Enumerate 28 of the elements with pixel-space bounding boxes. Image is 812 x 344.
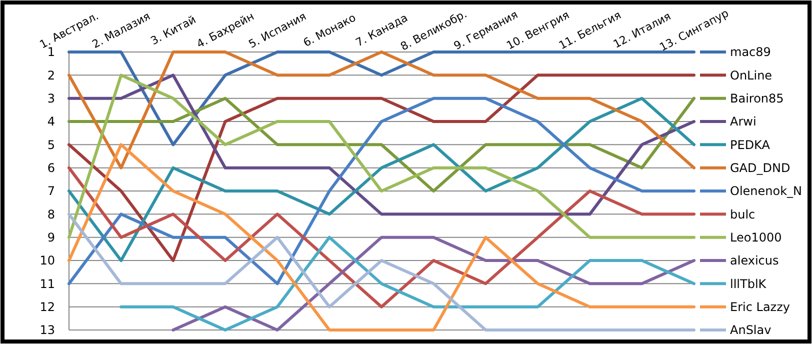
- legend-label: mac89: [730, 45, 771, 60]
- legend-label: Bairon85: [730, 92, 784, 106]
- legend-label: Eric Lazzy: [730, 300, 790, 314]
- y-tick-label: 9: [47, 230, 55, 245]
- y-tick-label: 6: [47, 161, 55, 176]
- legend-label: alexicus: [730, 254, 779, 268]
- y-tick-label: 12: [40, 300, 55, 314]
- y-tick-label: 4: [47, 114, 55, 129]
- legend-label: AnSlav: [730, 323, 772, 338]
- y-tick-label: 10: [40, 254, 55, 268]
- line-series: [68, 96, 696, 192]
- legend-label: Leo1000: [730, 230, 782, 245]
- y-tick-label: 5: [47, 138, 55, 152]
- y-tick-label: 8: [47, 207, 55, 222]
- legend-label: OnLine: [730, 68, 772, 82]
- legend-label: Arwi: [730, 114, 756, 129]
- y-tick-label: 11: [40, 276, 55, 291]
- legend-label: Olenenok_N: [730, 184, 802, 198]
- y-tick-label: 2: [47, 68, 55, 82]
- y-tick-label: 3: [47, 92, 55, 106]
- line-series: [68, 166, 696, 308]
- legend-label: GAD_DND: [730, 161, 790, 176]
- y-tick-label: 13: [40, 323, 55, 338]
- legend-label: bulc: [730, 207, 756, 222]
- legend-label: PEDKA: [730, 138, 771, 152]
- y-tick-label: 7: [47, 184, 55, 198]
- y-tick-label: 1: [47, 45, 55, 60]
- legend-label: lllTblK: [730, 276, 768, 291]
